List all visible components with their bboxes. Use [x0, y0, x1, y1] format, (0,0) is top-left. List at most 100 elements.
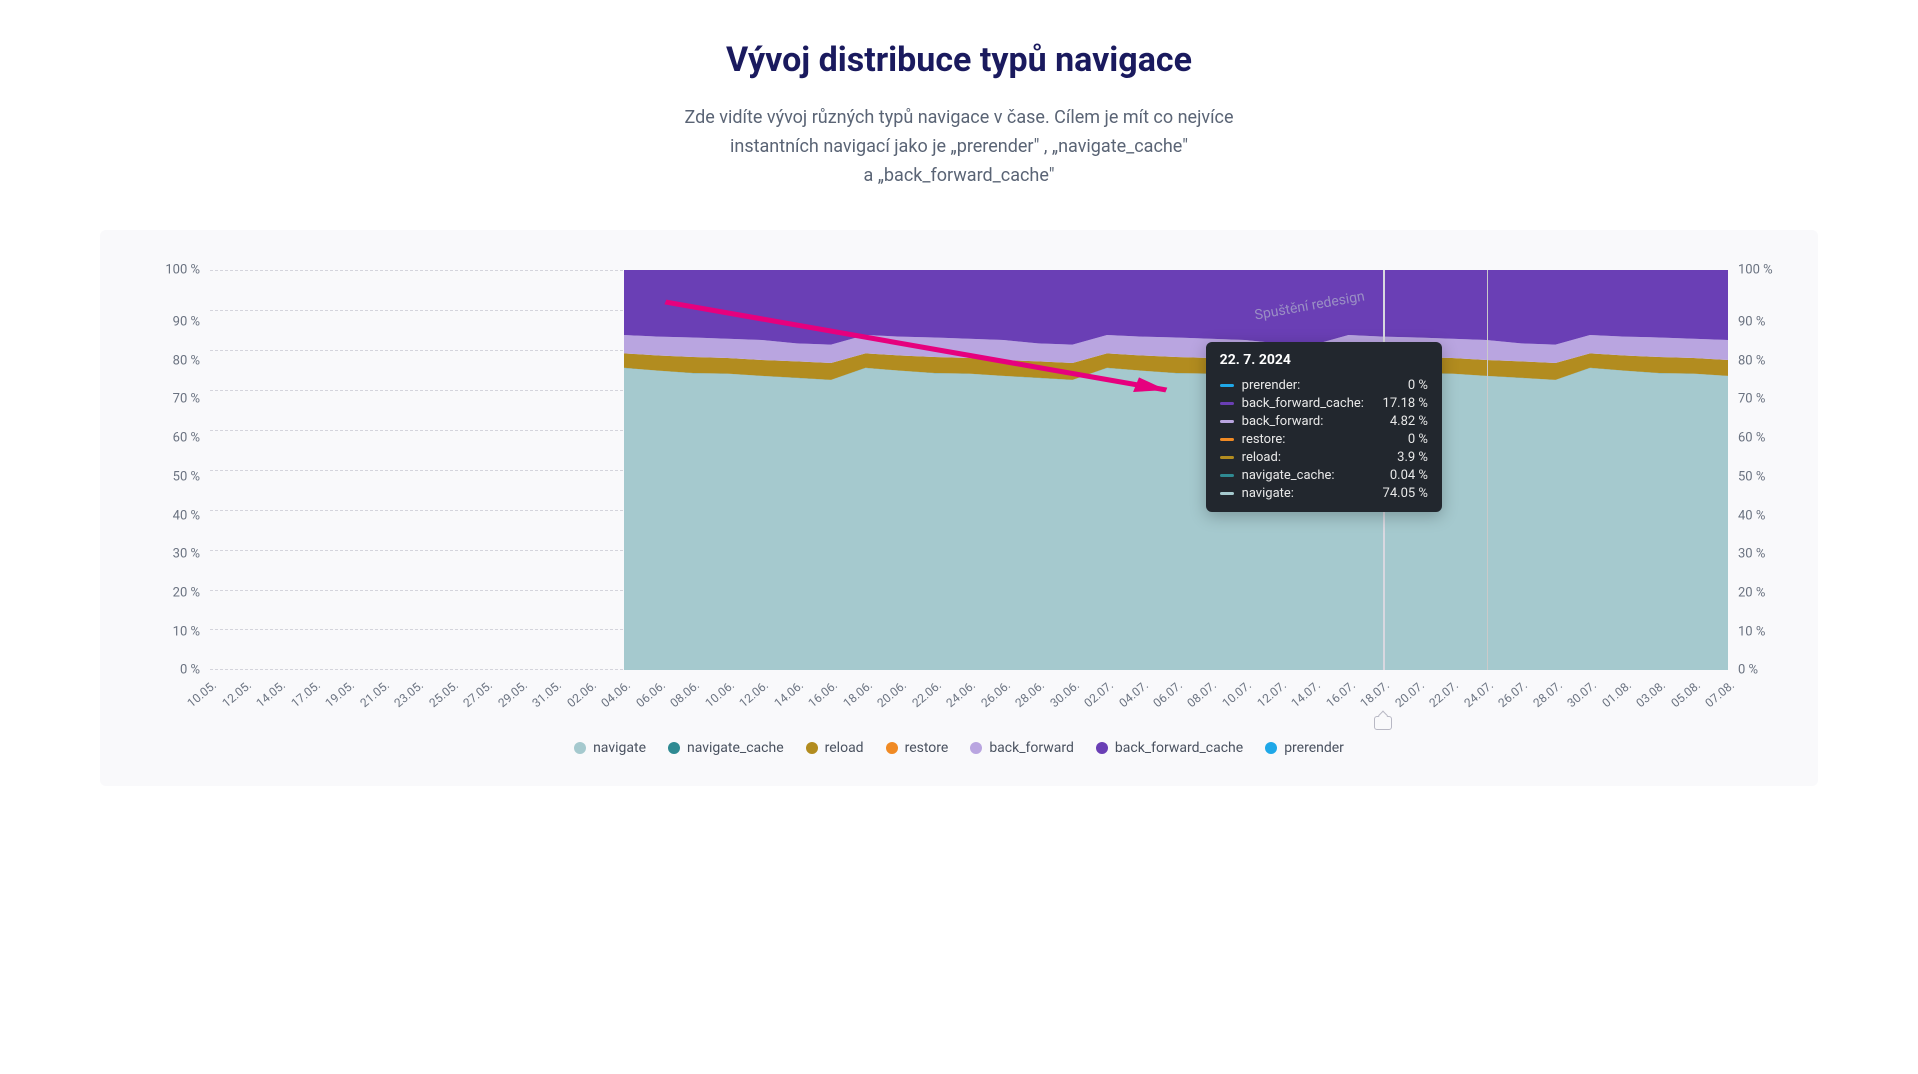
y-tick: 90 % — [1738, 316, 1798, 329]
tooltip-label: prerender: — [1242, 378, 1364, 393]
tooltip-swatch — [1220, 456, 1234, 459]
tooltip-label: restore: — [1242, 432, 1364, 447]
y-axis-right: 100 %90 %80 %70 %60 %50 %40 %30 %20 %10 … — [1738, 270, 1798, 670]
legend-item-restore[interactable]: restore — [886, 740, 949, 756]
tooltip-value: 74.05 % — [1372, 486, 1428, 501]
legend-item-prerender[interactable]: prerender — [1265, 740, 1344, 756]
x-tick: 18.06. — [840, 678, 875, 710]
tooltip-label: back_forward: — [1242, 414, 1364, 429]
y-tick: 20 % — [140, 586, 200, 599]
y-tick: 80 % — [140, 354, 200, 367]
chart-header: Vývoj distribuce typů navigace Zde vidít… — [0, 40, 1918, 190]
plot-area: Spuštění redesign 22. 7. 2024 prerender:… — [210, 270, 1728, 670]
legend-dot — [886, 742, 898, 754]
legend-dot — [970, 742, 982, 754]
tooltip-label: navigate: — [1242, 486, 1364, 501]
y-tick: 50 % — [1738, 470, 1798, 483]
x-tick: 18.07. — [1357, 678, 1392, 710]
tooltip-row: navigate_cache: 0.04 % — [1220, 466, 1428, 484]
x-tick: 24.07. — [1461, 678, 1496, 710]
area-series-back_forward_cache — [624, 270, 1728, 345]
x-tick: 04.06. — [598, 678, 633, 710]
chart-subtitle: Zde vidíte vývoj různých typů navigace v… — [619, 104, 1299, 190]
legend-label: restore — [905, 740, 949, 756]
legend-item-back_forward_cache[interactable]: back_forward_cache — [1096, 740, 1243, 756]
x-tick: 25.05. — [426, 678, 461, 710]
x-tick: 20.07. — [1392, 678, 1427, 710]
x-tick: 07.08. — [1702, 678, 1737, 710]
x-tick: 10.07. — [1219, 678, 1254, 710]
x-tick: 08.06. — [667, 678, 702, 710]
tooltip-row: restore: 0 % — [1220, 430, 1428, 448]
y-tick: 60 % — [1738, 432, 1798, 445]
x-tick: 06.07. — [1150, 678, 1185, 710]
legend-dot — [574, 742, 586, 754]
x-tick: 26.06. — [978, 678, 1013, 710]
x-tick: 31.05. — [529, 678, 564, 710]
subtitle-line: Zde vidíte vývoj různých typů navigace v… — [684, 107, 1233, 128]
tooltip-label: navigate_cache: — [1242, 468, 1364, 483]
x-tick: 30.07. — [1564, 678, 1599, 710]
tooltip-value: 0.04 % — [1372, 468, 1428, 483]
legend-item-navigate_cache[interactable]: navigate_cache — [668, 740, 784, 756]
y-tick: 40 % — [140, 509, 200, 522]
legend-item-reload[interactable]: reload — [806, 740, 864, 756]
subtitle-line: instantních navigací jako je „prerender"… — [730, 136, 1188, 157]
legend-dot — [1265, 742, 1277, 754]
y-tick: 0 % — [140, 664, 200, 677]
y-tick: 100 % — [1738, 264, 1798, 277]
legend-item-back_forward[interactable]: back_forward — [970, 740, 1074, 756]
legend-label: navigate_cache — [687, 740, 784, 756]
x-tick: 14.06. — [771, 678, 806, 710]
x-tick: 02.06. — [564, 678, 599, 710]
y-tick: 90 % — [140, 316, 200, 329]
chart-plot-frame[interactable]: 100 %90 %80 %70 %60 %50 %40 %30 %20 %10 … — [210, 270, 1728, 670]
tooltip-rows: prerender: 0 % back_forward_cache:17.18 % b… — [1220, 376, 1428, 502]
y-tick: 40 % — [1738, 509, 1798, 522]
tooltip-swatch — [1220, 420, 1234, 423]
tooltip-value: 4.82 % — [1372, 414, 1428, 429]
x-tick: 22.07. — [1426, 678, 1461, 710]
x-tick: 30.06. — [1047, 678, 1082, 710]
x-tick: 28.07. — [1530, 678, 1565, 710]
tooltip-value: 0 % — [1372, 432, 1428, 447]
x-tick: 10.06. — [702, 678, 737, 710]
hover-crosshair — [1487, 270, 1488, 670]
annotation-flag-icon — [1374, 716, 1392, 730]
subtitle-line: a „back_forward_cache" — [863, 165, 1054, 186]
legend-label: back_forward_cache — [1115, 740, 1243, 756]
x-tick: 17.05. — [288, 678, 323, 710]
x-tick: 04.07. — [1116, 678, 1151, 710]
tooltip-row: navigate: 74.05 % — [1220, 484, 1428, 502]
legend-dot — [1096, 742, 1108, 754]
x-tick: 20.06. — [874, 678, 909, 710]
legend-item-navigate[interactable]: navigate — [574, 740, 646, 756]
x-tick: 06.06. — [633, 678, 668, 710]
y-tick: 60 % — [140, 432, 200, 445]
y-tick: 10 % — [1738, 625, 1798, 638]
legend-dot — [806, 742, 818, 754]
x-tick: 10.05. — [184, 678, 219, 710]
chart-legend: navigate navigate_cache reload restore back_… — [130, 740, 1788, 756]
x-tick: 22.06. — [909, 678, 944, 710]
tooltip-label: reload: — [1242, 450, 1364, 465]
x-tick: 14.05. — [253, 678, 288, 710]
chart-panel: 100 %90 %80 %70 %60 %50 %40 %30 %20 %10 … — [100, 230, 1818, 786]
x-tick: 12.07. — [1254, 678, 1289, 710]
x-tick: 12.06. — [736, 678, 771, 710]
tooltip-swatch — [1220, 438, 1234, 441]
stacked-area-svg — [210, 270, 1728, 670]
y-tick: 0 % — [1738, 664, 1798, 677]
x-axis: 10.05.12.05.14.05.17.05.19.05.21.05.23.0… — [210, 670, 1728, 720]
legend-label: navigate — [593, 740, 646, 756]
tooltip-swatch — [1220, 492, 1234, 495]
y-tick: 70 % — [1738, 393, 1798, 406]
tooltip-row: back_forward_cache:17.18 % — [1220, 394, 1428, 412]
chart-title: Vývoj distribuce typů navigace — [0, 40, 1918, 80]
x-tick: 26.07. — [1495, 678, 1530, 710]
x-tick: 03.08. — [1633, 678, 1668, 710]
x-tick: 05.08. — [1668, 678, 1703, 710]
legend-label: prerender — [1284, 740, 1344, 756]
y-tick: 10 % — [140, 625, 200, 638]
x-tick: 16.07. — [1323, 678, 1358, 710]
